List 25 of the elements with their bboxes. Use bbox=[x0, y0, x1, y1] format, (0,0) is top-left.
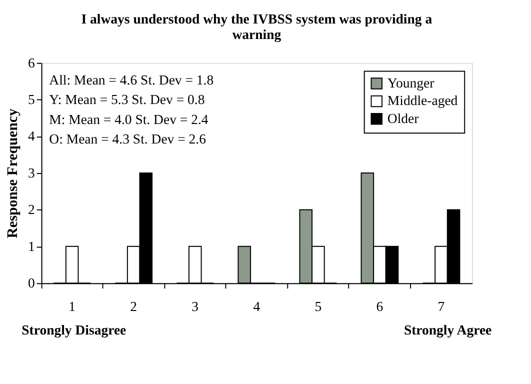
y-tick-label: 2 bbox=[28, 202, 36, 218]
legend-label: Older bbox=[387, 110, 420, 126]
annotation: Y: Mean = 5.3 St. Dev = 0.8 bbox=[49, 92, 205, 108]
x-tick-label: 7 bbox=[438, 299, 445, 314]
text: Strongly Disagree bbox=[22, 322, 126, 338]
x-tick-label: 3 bbox=[192, 299, 199, 314]
legend-label: Middle-aged bbox=[387, 93, 458, 108]
x-tick-label: 4 bbox=[253, 299, 260, 314]
legend-label: Younger bbox=[387, 75, 435, 90]
text: Strongly Agree bbox=[404, 322, 492, 338]
y-tick-label: 4 bbox=[28, 128, 36, 144]
x-tick-label: 1 bbox=[68, 299, 76, 314]
annotation: All: Mean = 4.6 St. Dev = 1.8 bbox=[49, 72, 214, 88]
chart-title: I always understood why the IVBSS system was providing a warning bbox=[81, 12, 432, 44]
x-tick-label: 6 bbox=[376, 299, 384, 314]
y-tick-label: 5 bbox=[28, 92, 36, 107]
x-tick-label: 5 bbox=[314, 299, 322, 314]
y-axis-title: Response Frequency bbox=[5, 108, 22, 238]
y-tick-label: 0 bbox=[28, 276, 36, 291]
y-tick-label: 3 bbox=[28, 165, 36, 180]
x-tick-label: 2 bbox=[130, 299, 138, 314]
annotation: O: Mean = 4.3 St. Dev = 2.6 bbox=[49, 131, 206, 146]
y-tick-label: 6 bbox=[28, 55, 36, 70]
y-tick-label: 1 bbox=[28, 238, 36, 254]
annotation: M: Mean = 4.0 St. Dev = 2.4 bbox=[49, 112, 208, 127]
